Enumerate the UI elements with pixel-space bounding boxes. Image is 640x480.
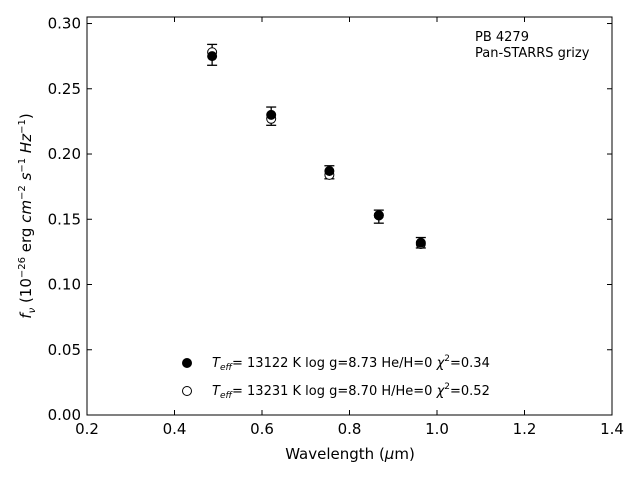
annotation-object: PB 4279 (475, 30, 529, 45)
x-axis-label: Wavelength (μm) (285, 445, 415, 463)
x-tick-label: 0.8 (338, 420, 362, 438)
y-tick-label: 0.00 (48, 406, 81, 424)
y-tick-label: 0.25 (48, 80, 81, 98)
y-tick-label: 0.05 (48, 341, 81, 359)
legend-marker-open (182, 386, 192, 396)
x-tick-label: 0.6 (250, 420, 274, 438)
point-filled (415, 237, 426, 248)
point-filled (324, 165, 335, 176)
x-tick-label: 0.4 (163, 420, 187, 438)
y-tick-label: 0.10 (48, 276, 81, 294)
x-tick-label: 1.2 (513, 420, 537, 438)
legend-label-filled: Teff= 13122 K log g=8.73 He/H=0 χ2=0.34 (212, 354, 490, 373)
error-bars (207, 43, 426, 249)
point-filled (373, 210, 384, 221)
legend-marker-filled (182, 358, 192, 368)
annotation-survey: Pan-STARRS grizy (475, 46, 590, 61)
x-tick-label: 1.0 (425, 420, 449, 438)
y-axis-label: fν (10−26 erg cm−2 s−1 Hz−1) (17, 113, 38, 318)
axis-ticks: 0.2 0.4 0.6 0.8 1.0 1.2 1.4 0.00 0.05 0.10 0.15 0.2… (48, 15, 624, 438)
legend: Teff= 13122 K log g=8.73 He/H=0 χ2=0.34 … (182, 354, 490, 401)
point-filled (266, 109, 277, 120)
y-tick-label: 0.30 (48, 15, 81, 33)
legend-label-open: Teff= 13231 K log g=8.70 H/He=0 χ2=0.52 (212, 382, 490, 401)
x-tick-label: 1.4 (600, 420, 624, 438)
y-tick-label: 0.15 (48, 210, 81, 228)
x-tick-label: 0.2 (75, 420, 99, 438)
y-tick-label: 0.20 (48, 145, 81, 163)
data-points (207, 47, 426, 250)
point-filled (207, 51, 218, 62)
